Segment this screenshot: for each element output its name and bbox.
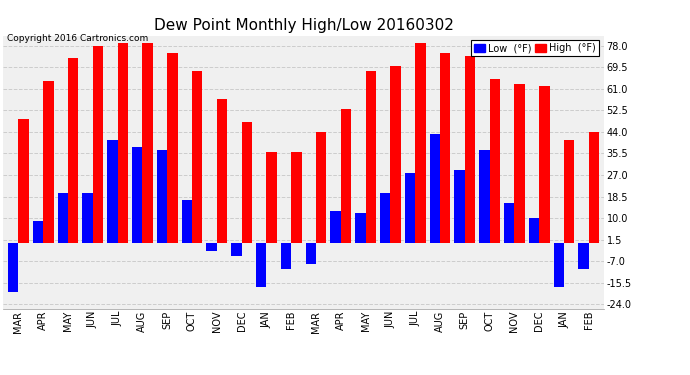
Bar	[589, 132, 600, 243]
Bar	[540, 86, 550, 243]
Bar	[504, 203, 515, 243]
Bar	[107, 140, 117, 243]
Bar	[355, 213, 366, 243]
Bar	[331, 210, 341, 243]
Bar	[564, 140, 575, 243]
Bar	[142, 43, 152, 243]
Bar	[440, 53, 451, 243]
Bar	[405, 172, 415, 243]
Bar	[578, 243, 589, 269]
Bar	[117, 43, 128, 243]
Bar	[430, 135, 440, 243]
Bar	[57, 193, 68, 243]
Bar	[465, 56, 475, 243]
Bar	[92, 46, 104, 243]
Bar	[490, 79, 500, 243]
Bar	[306, 243, 316, 264]
Bar	[316, 132, 326, 243]
Text: Copyright 2016 Cartronics.com: Copyright 2016 Cartronics.com	[7, 34, 148, 43]
Bar	[206, 243, 217, 251]
Bar	[167, 53, 177, 243]
Bar	[132, 147, 142, 243]
Bar	[241, 122, 252, 243]
Bar	[266, 152, 277, 243]
Bar	[415, 43, 426, 243]
Bar	[455, 170, 465, 243]
Bar	[192, 71, 202, 243]
Bar	[217, 99, 227, 243]
Bar	[291, 152, 302, 243]
Bar	[157, 150, 167, 243]
Bar	[366, 71, 376, 243]
Bar	[43, 81, 54, 243]
Legend: Low  (°F), High  (°F): Low (°F), High (°F)	[471, 40, 599, 56]
Bar	[181, 200, 192, 243]
Bar	[515, 84, 525, 243]
Bar	[553, 243, 564, 286]
Bar	[82, 193, 92, 243]
Bar	[68, 58, 79, 243]
Bar	[32, 220, 43, 243]
Bar	[231, 243, 241, 256]
Title: Dew Point Monthly High/Low 20160302: Dew Point Monthly High/Low 20160302	[154, 18, 453, 33]
Bar	[380, 193, 391, 243]
Bar	[391, 66, 401, 243]
Bar	[281, 243, 291, 269]
Bar	[480, 150, 490, 243]
Bar	[19, 119, 29, 243]
Bar	[8, 243, 19, 292]
Bar	[256, 243, 266, 286]
Bar	[529, 218, 540, 243]
Bar	[341, 109, 351, 243]
